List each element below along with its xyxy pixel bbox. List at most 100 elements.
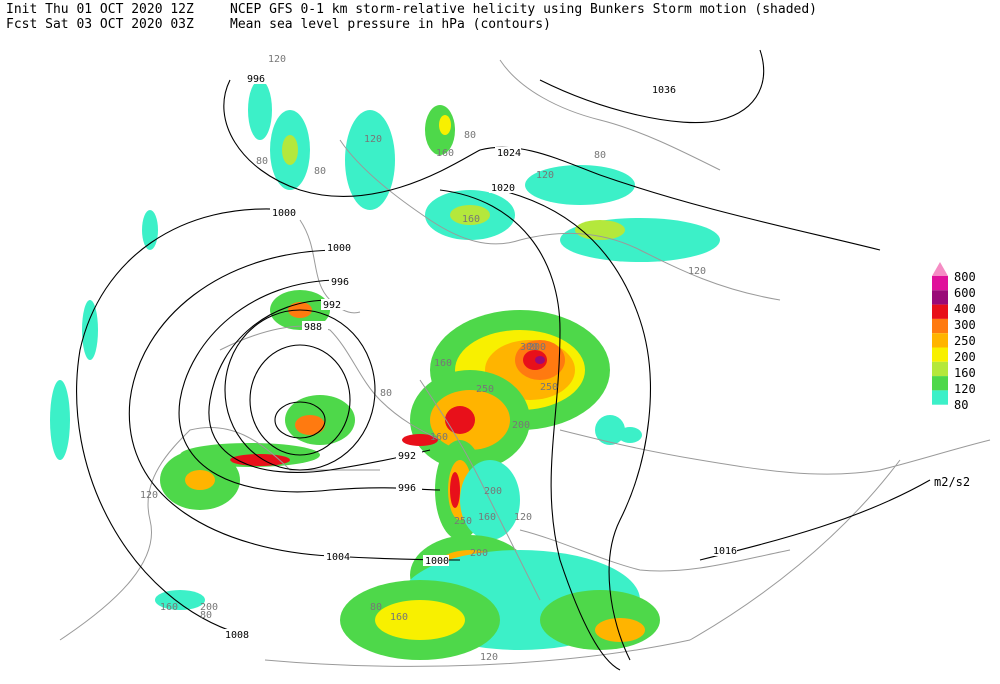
helicity-area — [282, 135, 298, 165]
isobar — [208, 299, 431, 473]
isobar-label: 1000 — [327, 243, 351, 254]
helicity-area — [618, 427, 642, 443]
isobar-label: 1024 — [497, 148, 521, 159]
coastlines — [59, 59, 991, 667]
isobar — [223, 79, 881, 251]
helicity-label: 80 — [256, 156, 268, 167]
isobar-label-bg — [329, 276, 355, 287]
isobar — [224, 309, 376, 471]
helicity-label: 200 — [470, 548, 488, 559]
helicity-area — [345, 110, 395, 210]
isobar-label: 1008 — [225, 630, 249, 641]
coastline — [559, 429, 991, 475]
legend-swatch — [932, 390, 948, 405]
isobar-label-bg — [321, 299, 347, 310]
helicity-area — [525, 165, 635, 205]
isobar-label: 1016 — [713, 546, 737, 557]
isobar-label-bg — [711, 545, 737, 556]
helicity-area — [540, 590, 660, 650]
isobar-label-bg — [245, 73, 271, 84]
header-init: Init Thu 01 OCT 2020 12Z — [6, 2, 194, 17]
legend-label: 800 — [954, 270, 976, 284]
helicity-label: 120 — [514, 512, 532, 523]
isobar-label-bg — [423, 555, 449, 566]
isobar — [439, 189, 621, 671]
isobar-label: 1000 — [272, 208, 296, 219]
legend-swatch — [932, 361, 948, 377]
helicity-area — [82, 300, 98, 360]
isobar-label-bg — [270, 207, 296, 218]
helicity-label: 80 — [594, 150, 606, 161]
helicity-area — [375, 600, 465, 640]
helicity-label: 250 — [540, 382, 558, 393]
helicity-label: 120 — [364, 134, 382, 145]
isobar-label: 992 — [398, 451, 416, 462]
isobar-label-bg — [396, 482, 422, 493]
isobar-label: 1004 — [326, 552, 350, 563]
isobar — [274, 401, 326, 439]
helicity-label: 160 — [462, 214, 480, 225]
helicity-area — [185, 470, 215, 490]
isobar — [539, 49, 765, 124]
map-boundary — [264, 459, 901, 667]
helicity-area — [575, 220, 625, 240]
isobar-label: 1000 — [425, 556, 449, 567]
isobar-label-bg — [302, 321, 328, 332]
isobar-label-bg — [325, 242, 351, 253]
helicity-area — [402, 434, 438, 446]
helicity-label: 160 — [430, 432, 448, 443]
helicity-area — [439, 115, 451, 135]
map-labels: 9961036102410201000100099699298899299610… — [140, 54, 737, 663]
helicity-label: 160 — [390, 612, 408, 623]
isobar-label: 996 — [247, 74, 265, 85]
coastline — [339, 139, 781, 301]
legend: 800 600 400 300 250 200 160 120 80 — [932, 262, 976, 412]
legend-swatch — [932, 333, 948, 348]
helicity-label: 200 — [200, 602, 218, 613]
header-subtitle: Mean sea level pressure in hPa (contours… — [230, 17, 551, 32]
isobar-label: 1020 — [491, 183, 515, 194]
coastline — [519, 529, 791, 572]
helicity-area — [248, 80, 272, 140]
helicity-area — [535, 356, 545, 364]
helicity-area — [155, 590, 205, 610]
helicity-area — [295, 415, 325, 435]
helicity-area — [450, 472, 460, 508]
legend-swatch — [932, 304, 948, 319]
isobar — [76, 208, 291, 635]
helicity-area — [230, 454, 290, 466]
helicity-label: 250 — [476, 384, 494, 395]
helicity-label: 200 — [528, 342, 546, 353]
helicity-label: 160 — [434, 358, 452, 369]
helicity-label: 80 — [464, 130, 476, 141]
helicity-area — [450, 205, 490, 225]
helicity-label: 160 — [478, 512, 496, 523]
legend-label: 400 — [954, 302, 976, 316]
isobar-label: 992 — [323, 300, 341, 311]
helicity-label: 80 — [370, 602, 382, 613]
legend-label: 200 — [954, 350, 976, 364]
header-forecast: Fcst Sat 03 OCT 2020 03Z — [6, 17, 194, 32]
helicity-label: 80 — [380, 388, 392, 399]
helicity-label: 120 — [536, 170, 554, 181]
isobar-label-bg — [324, 551, 350, 562]
helicity-label: 120 — [480, 652, 498, 663]
isobar-label: 996 — [398, 483, 416, 494]
isobar — [128, 249, 461, 561]
legend-label: 80 — [954, 398, 968, 412]
helicity-area — [595, 415, 625, 445]
isobar-label-bg — [495, 147, 521, 158]
helicity-label: 120 — [268, 54, 286, 65]
isobar — [249, 344, 351, 456]
coastline — [499, 59, 721, 171]
isobar-label-bg — [650, 84, 676, 95]
isobar-label-bg — [223, 629, 249, 640]
legend-swatch — [932, 347, 948, 362]
helicity-area — [595, 618, 645, 642]
helicity-label: 160 — [160, 602, 178, 613]
legend-label: 600 — [954, 286, 976, 300]
isobar-label: 988 — [304, 322, 322, 333]
legend-label: 300 — [954, 318, 976, 332]
helicity-label: 80 — [314, 166, 326, 177]
